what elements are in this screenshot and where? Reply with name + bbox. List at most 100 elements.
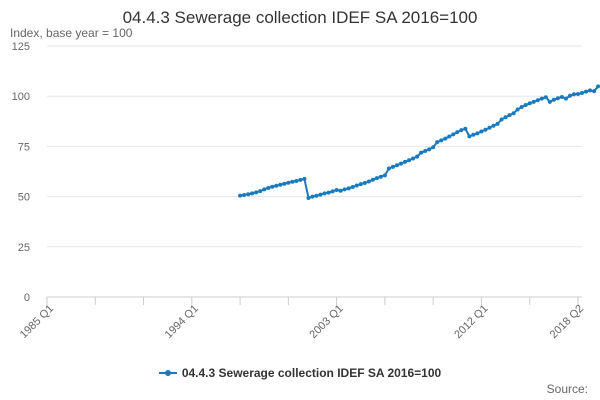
chart-title: 04.4.3 Sewerage collection IDEF SA 2016=… (122, 8, 478, 27)
y-axis: 0 25 50 75 100 125 (12, 41, 30, 304)
data-point (258, 189, 263, 194)
data-point (374, 176, 379, 181)
data-point (370, 177, 375, 182)
data-point (278, 182, 283, 187)
data-point (491, 123, 496, 128)
data-point (358, 182, 363, 187)
data-point (390, 164, 395, 169)
data-point (282, 181, 287, 186)
legend: 04.4.3 Sewerage collection IDEF SA 2016=… (0, 366, 600, 382)
data-point (567, 93, 572, 98)
legend-item: 04.4.3 Sewerage collection IDEF SA 2016=… (158, 366, 442, 380)
data-point (503, 115, 508, 120)
data-point (286, 180, 291, 185)
data-point (302, 176, 307, 181)
data-point (467, 134, 472, 139)
data-point (334, 187, 339, 192)
x-tick-label: 2012 Q1 (452, 303, 490, 341)
data-point (346, 186, 351, 191)
data-point (394, 163, 399, 168)
legend-line-marker-icon (158, 367, 177, 379)
data-point (294, 178, 299, 183)
data-point (487, 125, 492, 130)
data-point (242, 192, 247, 197)
data-point (427, 147, 432, 152)
x-tick-label: 2018 Q2 (548, 303, 586, 341)
data-point (330, 189, 335, 194)
data-point (511, 111, 516, 116)
data-point (584, 89, 589, 94)
y-tick-label: 100 (12, 91, 30, 103)
data-point (274, 183, 279, 188)
data-point (495, 121, 500, 126)
data-point (471, 132, 476, 137)
data-point (455, 130, 460, 135)
data-point (246, 192, 251, 197)
data-point (547, 99, 552, 104)
y-tick-label: 75 (18, 141, 30, 153)
data-point (479, 129, 484, 134)
data-point (435, 140, 440, 145)
data-point (519, 105, 524, 110)
data-point (563, 96, 568, 101)
data-point (539, 96, 544, 101)
data-point (314, 193, 319, 198)
x-tick-label: 2003 Q1 (307, 303, 345, 341)
data-point (250, 191, 255, 196)
data-point (431, 145, 436, 150)
data-point (322, 191, 327, 196)
data-point (523, 103, 528, 108)
data-point (398, 161, 403, 166)
data-point (290, 179, 295, 184)
data-point (262, 187, 267, 192)
data-point (483, 127, 488, 132)
data-point (507, 113, 512, 118)
data-point (459, 128, 464, 133)
data-point (350, 184, 355, 189)
data-point (592, 89, 597, 94)
data-point (571, 92, 576, 97)
legend-label: 04.4.3 Sewerage collection IDEF SA 2016=… (181, 366, 442, 380)
data-point (499, 117, 504, 122)
y-tick-label: 125 (12, 41, 30, 53)
gridlines (47, 45, 582, 248)
data-point (382, 173, 387, 178)
x-tick-label: 1994 Q1 (163, 303, 201, 341)
data-point (531, 99, 536, 104)
data-point (463, 126, 468, 131)
y-tick-label: 25 (18, 242, 30, 254)
y-tick-label: 0 (24, 292, 30, 304)
data-point (527, 101, 532, 106)
data-point (475, 131, 480, 136)
y-axis-title: Index, base year = 100 (10, 26, 133, 40)
data-point (535, 98, 540, 103)
data-point (238, 193, 243, 198)
data-point (310, 194, 315, 199)
data-point (551, 97, 556, 102)
data-point (254, 190, 259, 195)
data-point (306, 196, 311, 201)
data-point (407, 158, 412, 163)
data-point (575, 91, 580, 96)
data-point (439, 138, 444, 143)
data-point (338, 188, 343, 193)
data-point (411, 156, 416, 161)
data-point (354, 183, 359, 188)
data-point (403, 159, 408, 164)
data-point (423, 149, 428, 154)
data-point (318, 192, 323, 197)
data-point (447, 134, 452, 139)
data-point (580, 90, 584, 95)
x-tick-label: 1985 Q1 (18, 303, 56, 341)
data-point (386, 166, 391, 171)
data-point (366, 179, 371, 184)
data-point (270, 184, 275, 189)
data-point (543, 95, 548, 100)
source-label: Source: (546, 382, 588, 396)
data-point (555, 96, 560, 101)
data-point (342, 187, 347, 192)
data-point (588, 88, 593, 93)
data-point (515, 107, 520, 112)
data-point (419, 150, 424, 155)
